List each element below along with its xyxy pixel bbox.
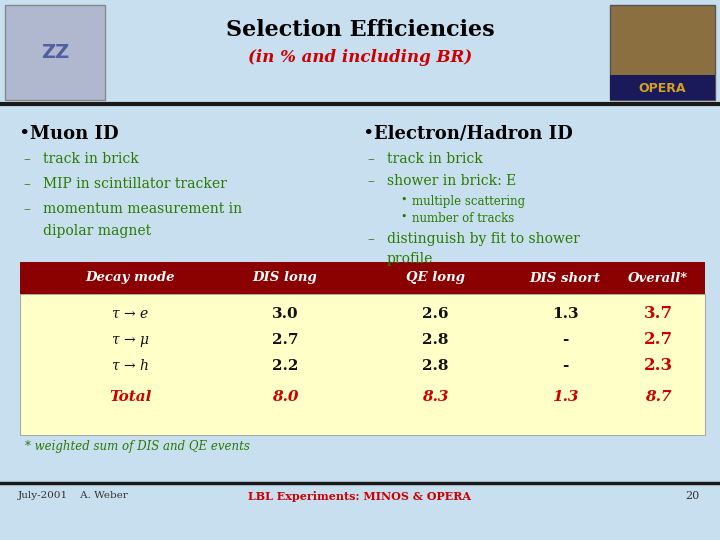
Text: •: • [400, 212, 407, 222]
Text: •: • [18, 125, 30, 143]
Text: Selection Efficiencies: Selection Efficiencies [225, 19, 495, 41]
Text: –: – [367, 152, 374, 166]
Text: 8.7: 8.7 [644, 390, 671, 404]
Text: Decay mode: Decay mode [85, 272, 175, 285]
Text: 2.8: 2.8 [422, 333, 449, 347]
Text: OPERA: OPERA [638, 82, 685, 94]
Text: 2.3: 2.3 [644, 357, 672, 375]
Text: number of tracks: number of tracks [412, 212, 514, 225]
Text: τ → e: τ → e [112, 307, 148, 321]
Text: momentum measurement in: momentum measurement in [43, 202, 242, 216]
Text: ZZ: ZZ [41, 44, 69, 63]
Text: –: – [23, 152, 30, 166]
Text: distinguish by fit to shower: distinguish by fit to shower [387, 232, 580, 246]
Text: Overall*: Overall* [628, 272, 688, 285]
Text: -: - [562, 333, 568, 347]
Text: shower in brick: E: shower in brick: E [387, 174, 516, 188]
Text: τ → h: τ → h [112, 359, 148, 373]
Text: 1.3: 1.3 [552, 307, 578, 321]
Text: dipolar magnet: dipolar magnet [43, 224, 151, 238]
Text: 8.3: 8.3 [422, 390, 449, 404]
Bar [5, 5, 105, 100]
Text: –: – [23, 202, 30, 216]
Text: -: - [562, 359, 568, 373]
Text: 2.7: 2.7 [271, 333, 298, 347]
Bar [610, 5, 715, 100]
Text: (in % and including BR): (in % and including BR) [248, 50, 472, 66]
Text: 8.0: 8.0 [271, 390, 298, 404]
Text: 2.8: 2.8 [422, 359, 449, 373]
Text: Muon ID: Muon ID [30, 125, 119, 143]
Text: 2.6: 2.6 [422, 307, 449, 321]
Text: profile: profile [387, 252, 433, 266]
Text: DIS short: DIS short [529, 272, 600, 285]
Text: QE long: QE long [405, 272, 464, 285]
Text: –: – [23, 177, 30, 191]
Bar [20, 262, 705, 294]
Text: 20: 20 [685, 491, 700, 501]
Text: •: • [400, 195, 407, 205]
Text: July-2001    A. Weber: July-2001 A. Weber [18, 491, 129, 501]
Text: 2.2: 2.2 [272, 359, 298, 373]
Text: 3.7: 3.7 [644, 306, 672, 322]
Text: multiple scattering: multiple scattering [412, 195, 525, 208]
Text: 2.7: 2.7 [644, 332, 672, 348]
Text: MIP in scintillator tracker: MIP in scintillator tracker [43, 177, 227, 191]
Text: Electron/Hadron ID: Electron/Hadron ID [374, 125, 572, 143]
Text: τ → μ: τ → μ [112, 333, 148, 347]
Text: 1.3: 1.3 [552, 390, 578, 404]
Text: –: – [367, 174, 374, 188]
Bar [20, 294, 705, 435]
Bar [610, 75, 715, 100]
Text: 3.0: 3.0 [271, 307, 298, 321]
Text: Total: Total [109, 390, 151, 404]
Text: DIS long: DIS long [253, 272, 318, 285]
Text: LBL Experiments: MINOS & OPERA: LBL Experiments: MINOS & OPERA [248, 490, 472, 502]
Text: * weighted sum of DIS and QE events: * weighted sum of DIS and QE events [25, 440, 250, 453]
Text: track in brick: track in brick [387, 152, 482, 166]
Text: •: • [362, 125, 374, 143]
Text: –: – [367, 232, 374, 246]
Text: track in brick: track in brick [43, 152, 139, 166]
